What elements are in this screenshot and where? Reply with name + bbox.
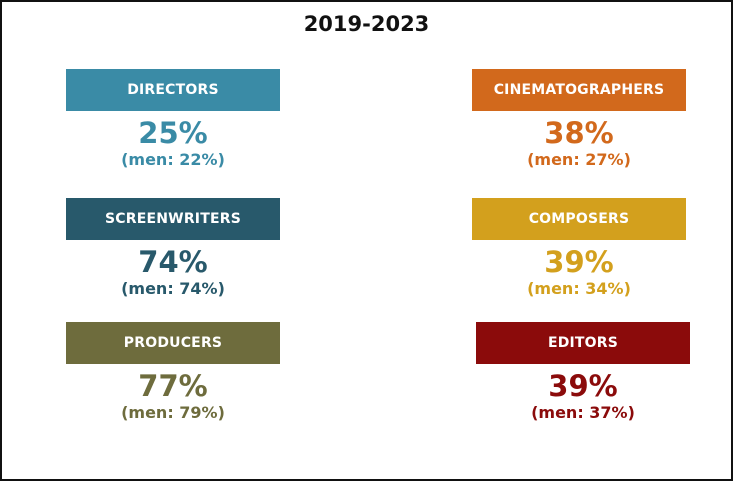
men-value-cinematographers: (men: 27%)	[527, 150, 631, 169]
card-composers: COMPOSERS 39% (men: 34%)	[472, 198, 686, 300]
label-screenwriters: SCREENWRITERS	[66, 198, 280, 240]
value-composers: 39%	[544, 245, 614, 279]
card-cinematographers: CINEMATOGRAPHERS 38% (men: 27%)	[472, 69, 686, 171]
card-editors: EDITORS 39% (men: 37%)	[476, 322, 690, 424]
men-value-directors: (men: 22%)	[121, 150, 225, 169]
value-directors: 25%	[138, 116, 208, 150]
label-composers: COMPOSERS	[472, 198, 686, 240]
label-editors: EDITORS	[476, 322, 690, 364]
label-cinematographers: CINEMATOGRAPHERS	[472, 69, 686, 111]
value-screenwriters: 74%	[138, 245, 208, 279]
label-producers: PRODUCERS	[66, 322, 280, 364]
value-producers: 77%	[138, 369, 208, 403]
card-screenwriters: SCREENWRITERS 74% (men: 74%)	[66, 198, 280, 300]
men-value-composers: (men: 34%)	[527, 279, 631, 298]
card-directors: DIRECTORS 25% (men: 22%)	[66, 69, 280, 171]
label-directors: DIRECTORS	[66, 69, 280, 111]
value-editors: 39%	[548, 369, 618, 403]
men-value-editors: (men: 37%)	[531, 403, 635, 422]
card-producers: PRODUCERS 77% (men: 79%)	[66, 322, 280, 424]
men-value-screenwriters: (men: 74%)	[121, 279, 225, 298]
men-value-producers: (men: 79%)	[121, 403, 225, 422]
value-cinematographers: 38%	[544, 116, 614, 150]
chart-title: 2019-2023	[303, 12, 430, 36]
